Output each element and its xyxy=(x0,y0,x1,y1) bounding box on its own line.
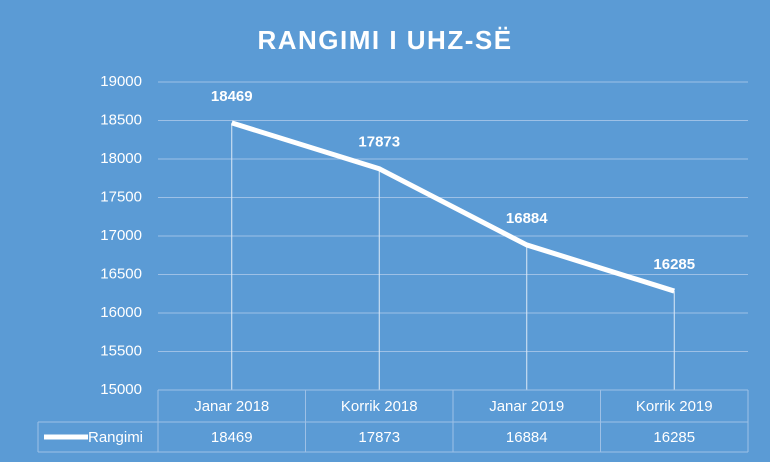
table-value: 18469 xyxy=(211,429,253,446)
y-tick-label: 18500 xyxy=(100,111,142,128)
x-tick-label: Janar 2018 xyxy=(194,398,269,415)
y-tick-label: 19000 xyxy=(100,73,142,90)
y-tick-label: 15500 xyxy=(100,342,142,359)
y-tick-label: 17500 xyxy=(100,188,142,205)
data-label: 16884 xyxy=(506,210,548,227)
table-value: 17873 xyxy=(358,429,400,446)
y-tick-label: 17000 xyxy=(100,227,142,244)
chart-title: RANGIMI I UHZ-SË xyxy=(257,25,512,55)
data-label: 18469 xyxy=(211,88,253,105)
series-line xyxy=(231,120,675,294)
legend-label: Rangimi xyxy=(88,429,143,446)
x-tick-label: Janar 2019 xyxy=(489,398,564,415)
y-tick-label: 18000 xyxy=(100,150,142,167)
y-tick-label: 15000 xyxy=(100,381,142,398)
x-tick-label: Korrik 2019 xyxy=(636,398,713,415)
y-tick-label: 16500 xyxy=(100,265,142,282)
data-label: 16285 xyxy=(653,256,695,273)
y-tick-label: 16000 xyxy=(100,304,142,321)
data-label: 17873 xyxy=(358,134,400,151)
table-value: 16285 xyxy=(653,429,695,446)
table-value: 16884 xyxy=(506,429,548,446)
x-tick-label: Korrik 2018 xyxy=(341,398,418,415)
